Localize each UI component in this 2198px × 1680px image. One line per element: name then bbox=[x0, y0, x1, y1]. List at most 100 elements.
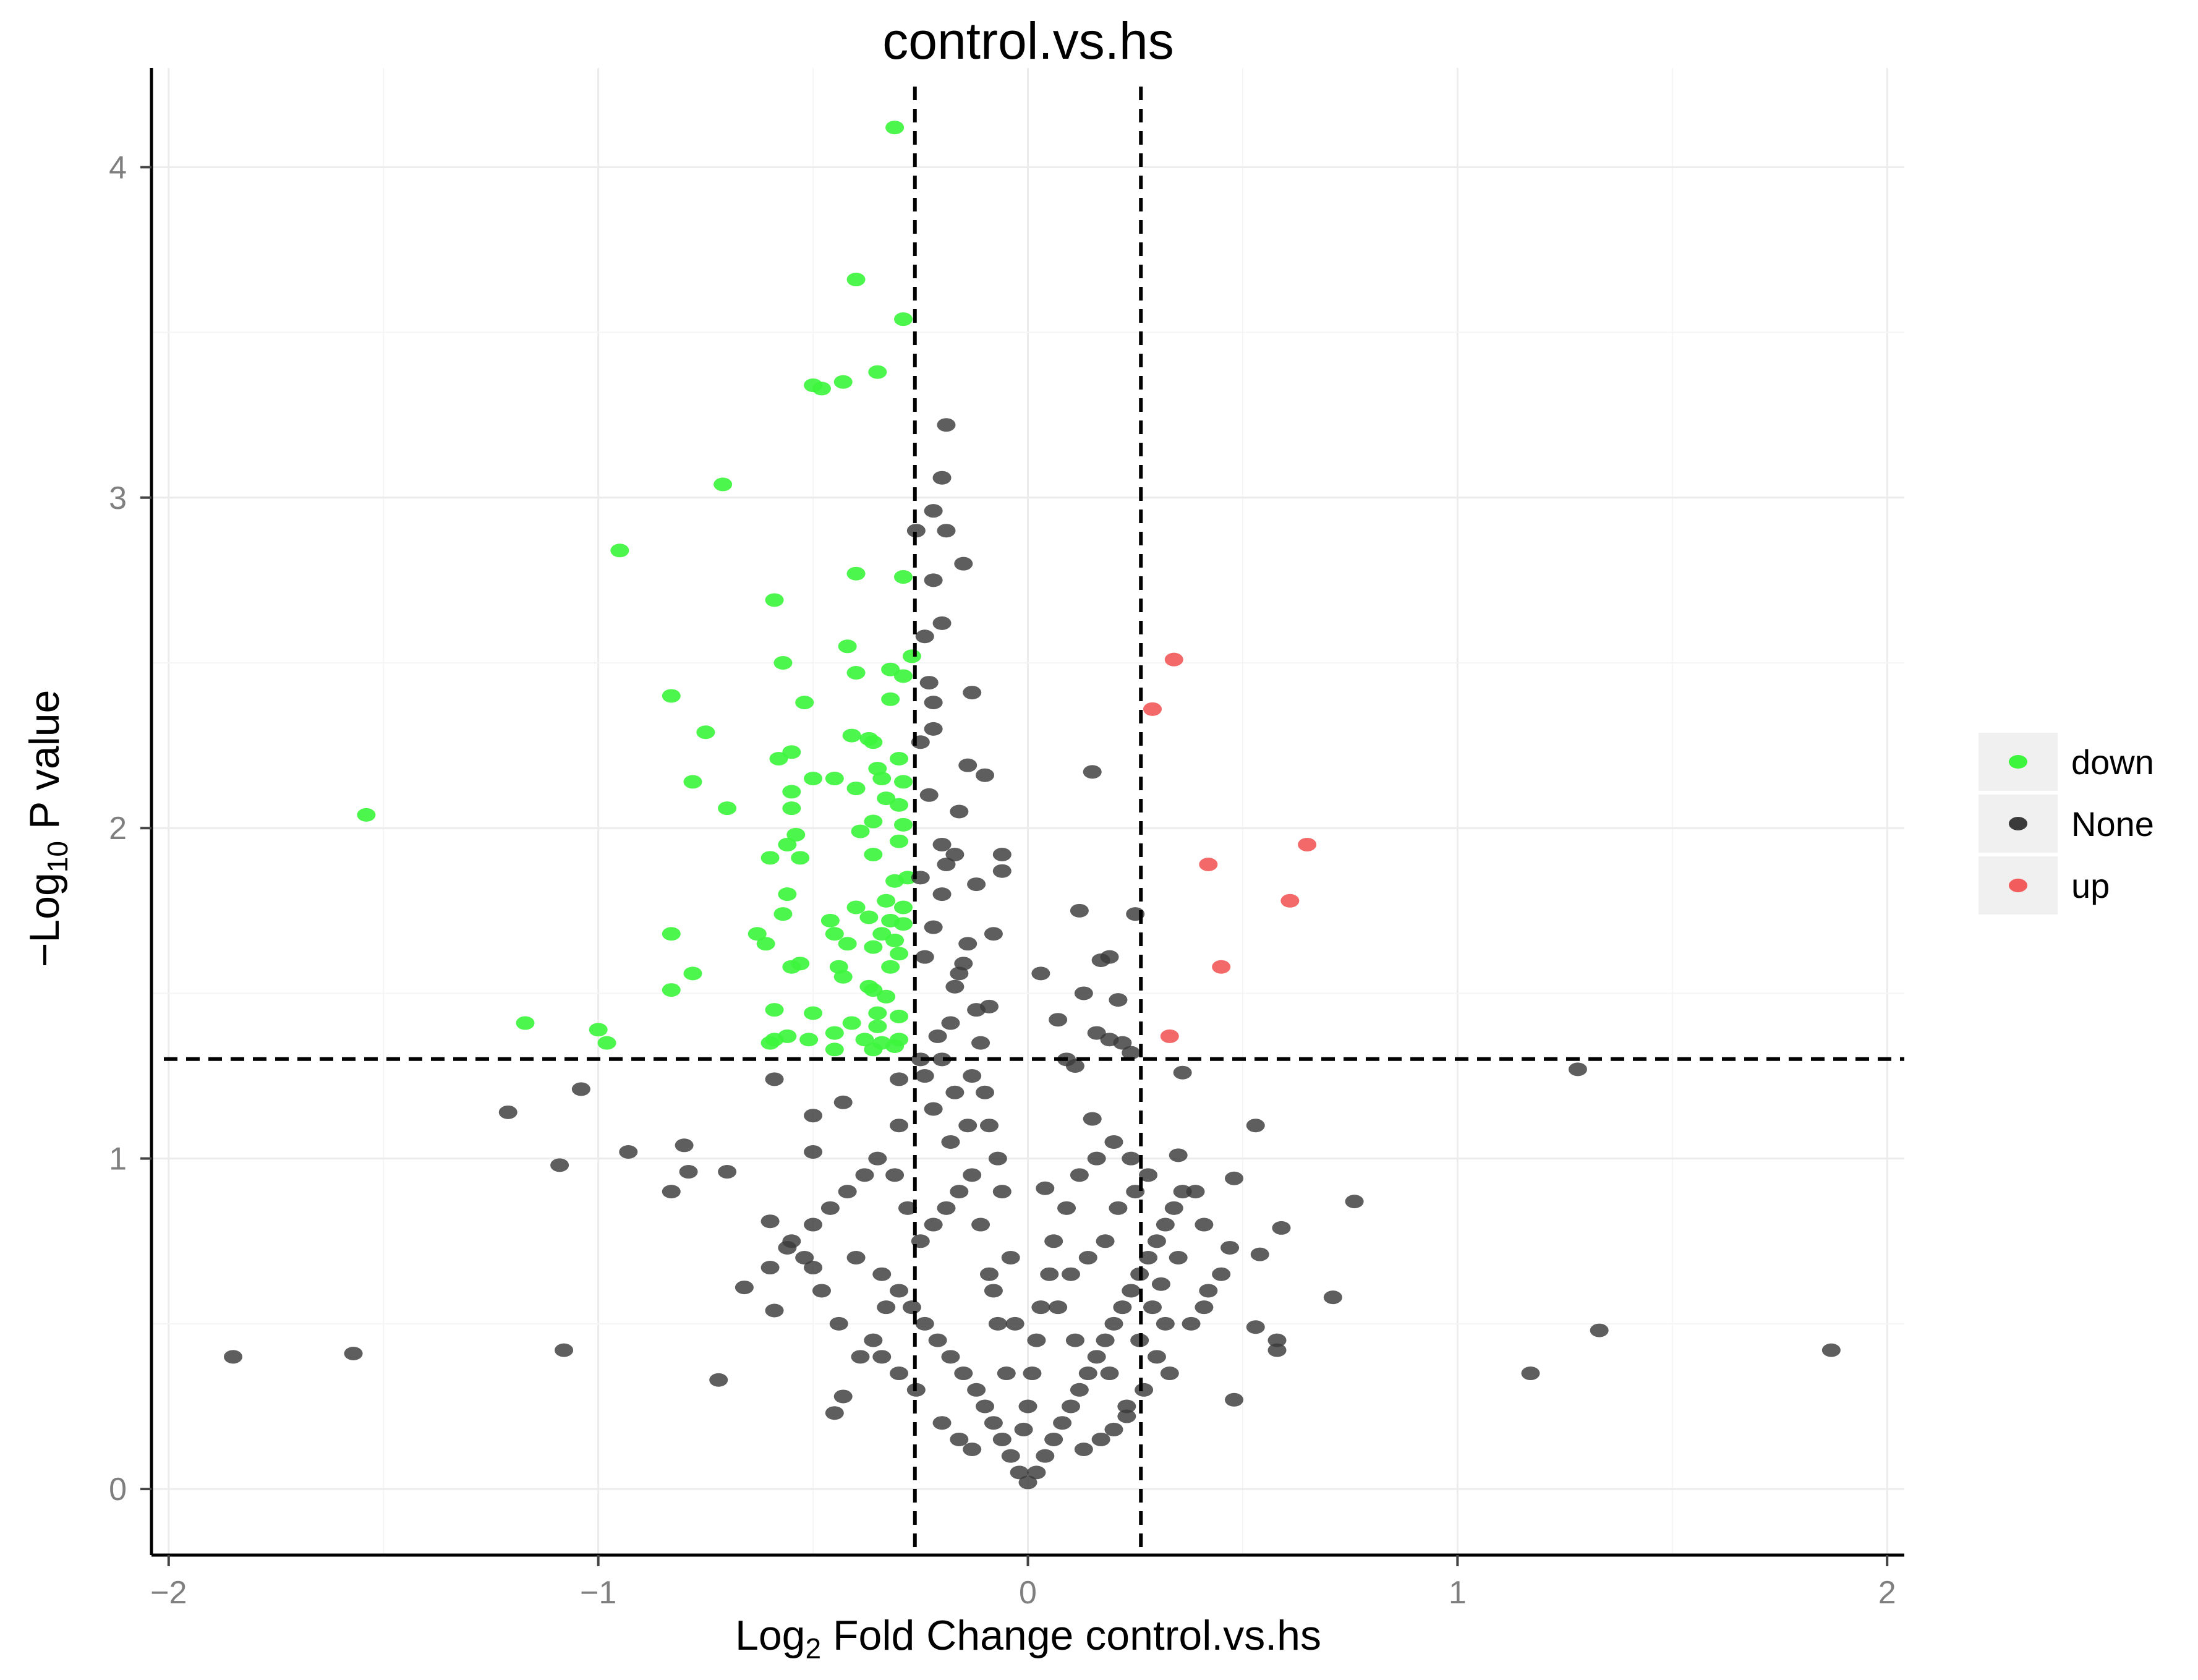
y-axis-title-prefix: −Log bbox=[21, 872, 68, 967]
x-axis-title-subscript: 2 bbox=[806, 1632, 822, 1665]
point-none bbox=[932, 616, 952, 630]
point-none bbox=[1044, 1234, 1063, 1248]
point-none bbox=[967, 1003, 986, 1017]
point-none bbox=[890, 1284, 909, 1298]
point-none bbox=[679, 1165, 698, 1179]
axes: −2 −1 0 1 2 0 1 2 3 4 bbox=[109, 68, 1904, 1611]
point-down bbox=[662, 983, 681, 997]
point-down bbox=[864, 1043, 883, 1057]
point-none bbox=[709, 1373, 728, 1387]
point-down bbox=[890, 798, 909, 812]
point-down bbox=[868, 1019, 887, 1033]
point-none bbox=[550, 1158, 569, 1172]
point-none bbox=[1821, 1343, 1841, 1357]
point-down bbox=[885, 933, 905, 947]
point-down bbox=[760, 851, 780, 865]
point-none bbox=[1117, 1399, 1136, 1414]
point-none bbox=[1323, 1290, 1342, 1305]
point-none bbox=[890, 1072, 909, 1086]
point-none bbox=[1031, 1300, 1050, 1315]
point-down bbox=[782, 785, 801, 799]
point-none bbox=[555, 1343, 574, 1357]
point-none bbox=[820, 1201, 840, 1215]
grid bbox=[151, 68, 1904, 1555]
point-none bbox=[1104, 1422, 1123, 1436]
point-none bbox=[984, 927, 1003, 941]
point-none bbox=[1040, 1267, 1059, 1281]
point-none bbox=[992, 1185, 1012, 1199]
point-none bbox=[919, 788, 939, 802]
point-none bbox=[1078, 1367, 1097, 1381]
point-down bbox=[760, 1036, 780, 1050]
point-none bbox=[1135, 1383, 1154, 1397]
point-down bbox=[786, 827, 806, 842]
point-down bbox=[868, 365, 887, 379]
point-none bbox=[1010, 1465, 1029, 1480]
point-none bbox=[1027, 1333, 1046, 1347]
point-none bbox=[1267, 1333, 1287, 1347]
point-none bbox=[963, 1168, 982, 1182]
point-none bbox=[1087, 1026, 1106, 1040]
point-none bbox=[1096, 1333, 1115, 1347]
point-none bbox=[855, 1168, 874, 1182]
point-none bbox=[1173, 1065, 1192, 1080]
point-none bbox=[1091, 953, 1110, 967]
point-none bbox=[902, 1300, 921, 1315]
point-none bbox=[1018, 1399, 1037, 1414]
point-none bbox=[1199, 1284, 1218, 1298]
y-axis-title-suffix: P value bbox=[21, 690, 68, 841]
point-none bbox=[718, 1165, 737, 1179]
legend-swatch-none bbox=[2009, 817, 2027, 830]
point-down bbox=[804, 1006, 823, 1020]
point-down bbox=[795, 696, 814, 710]
point-none bbox=[976, 768, 995, 782]
point-none bbox=[804, 1109, 823, 1123]
point-none bbox=[804, 1261, 823, 1275]
point-none bbox=[937, 858, 956, 872]
point-none bbox=[1018, 1475, 1037, 1490]
point-down bbox=[893, 669, 913, 683]
point-down bbox=[881, 662, 900, 676]
point-down bbox=[791, 851, 810, 865]
y-tick-label: 2 bbox=[109, 811, 127, 846]
point-none bbox=[928, 1029, 947, 1043]
point-none bbox=[950, 1185, 969, 1199]
point-none bbox=[1220, 1240, 1240, 1255]
point-none bbox=[1027, 1465, 1046, 1480]
point-down bbox=[838, 639, 857, 654]
point-down bbox=[877, 791, 896, 806]
point-none bbox=[963, 1442, 982, 1456]
point-down bbox=[881, 692, 900, 706]
point-down bbox=[885, 1039, 905, 1053]
point-none bbox=[1345, 1195, 1364, 1209]
point-down bbox=[589, 1023, 608, 1037]
point-down bbox=[782, 801, 801, 816]
point-none bbox=[1590, 1323, 1609, 1337]
point-none bbox=[1160, 1367, 1179, 1381]
point-none bbox=[804, 1217, 823, 1232]
y-axis-title-subscript: 10 bbox=[41, 841, 74, 872]
point-none bbox=[954, 556, 973, 571]
point-down bbox=[893, 917, 913, 931]
point-none bbox=[782, 1234, 801, 1248]
x-tick-label: −2 bbox=[150, 1575, 187, 1611]
x-tick-label: 2 bbox=[1878, 1575, 1896, 1611]
point-none bbox=[1100, 1033, 1119, 1047]
point-down bbox=[756, 937, 775, 951]
point-none bbox=[924, 696, 943, 710]
point-none bbox=[945, 847, 965, 861]
point-none bbox=[941, 1135, 960, 1149]
point-none bbox=[1521, 1367, 1540, 1381]
point-none bbox=[760, 1261, 780, 1275]
point-none bbox=[1014, 1422, 1033, 1436]
point-none bbox=[662, 1185, 681, 1199]
point-none bbox=[838, 1185, 857, 1199]
point-none bbox=[932, 887, 952, 902]
point-down bbox=[825, 1043, 844, 1057]
legend: down None up bbox=[1979, 733, 2154, 915]
y-tick-label: 4 bbox=[109, 150, 127, 185]
legend-label-none: None bbox=[2071, 804, 2154, 843]
point-down bbox=[778, 1029, 797, 1043]
point-down bbox=[855, 1033, 874, 1047]
point-none bbox=[932, 837, 952, 851]
